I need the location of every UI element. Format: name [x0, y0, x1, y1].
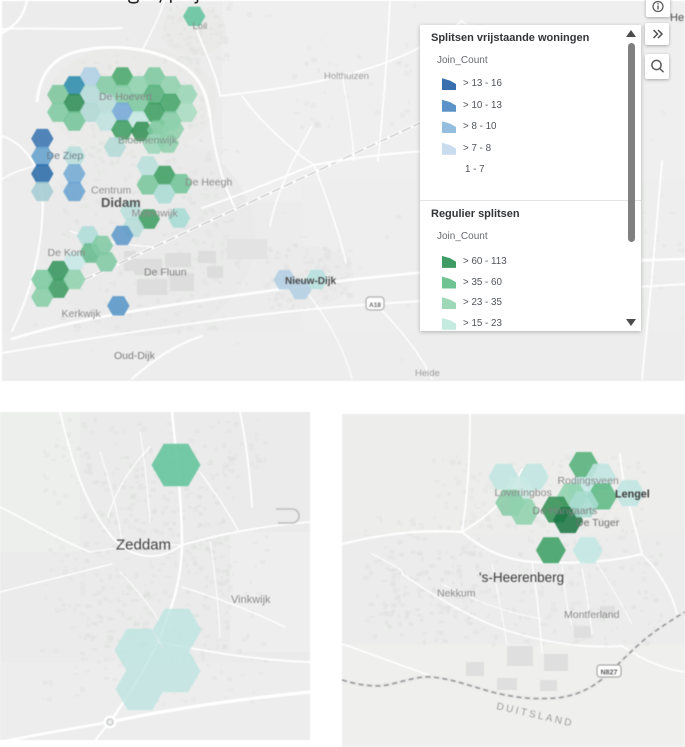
svg-text:Nieuw-Dijk: Nieuw-Dijk [285, 276, 337, 287]
svg-text:Oud-Dijk: Oud-Dijk [114, 350, 156, 362]
svg-text:Bloemenwijk: Bloemenwijk [118, 135, 178, 147]
svg-text:He: He [670, 12, 684, 24]
svg-text:De Hoevert: De Hoevert [99, 91, 152, 103]
svg-text:Loveringbos: Loveringbos [495, 487, 552, 499]
svg-text:Centrum: Centrum [91, 185, 132, 197]
svg-text:Holthuizen: Holthuizen [324, 71, 369, 82]
svg-text:De Ziep: De Ziep [47, 150, 84, 162]
svg-text:Heide: Heide [415, 368, 440, 379]
svg-text:Lengel: Lengel [615, 489, 650, 501]
svg-text:Didam: Didam [101, 195, 141, 210]
svg-text:De Fluun: De Fluun [144, 267, 187, 279]
svg-text:De Tuger: De Tuger [576, 517, 620, 529]
svg-text:Kerkwijk: Kerkwijk [62, 308, 102, 320]
svg-text:De Hangaarts: De Hangaarts [533, 505, 598, 517]
svg-text:Vinkwijk: Vinkwijk [231, 594, 271, 606]
svg-text:Rodingsveen: Rodingsveen [558, 475, 619, 487]
svg-text:N827: N827 [601, 670, 618, 677]
svg-text:De Heegh: De Heegh [185, 177, 232, 189]
svg-text:'s-Heerenberg: 's-Heerenberg [479, 570, 564, 585]
svg-text:Zeddam: Zeddam [116, 537, 171, 554]
svg-text:Nekkum: Nekkum [437, 588, 476, 600]
svg-text:Loil: Loil [193, 21, 208, 32]
svg-text:De Kom: De Kom [48, 247, 86, 259]
svg-text:A18: A18 [369, 302, 381, 309]
svg-text:Montferland: Montferland [564, 609, 620, 621]
svg-text:Molenwijk: Molenwijk [132, 208, 179, 220]
